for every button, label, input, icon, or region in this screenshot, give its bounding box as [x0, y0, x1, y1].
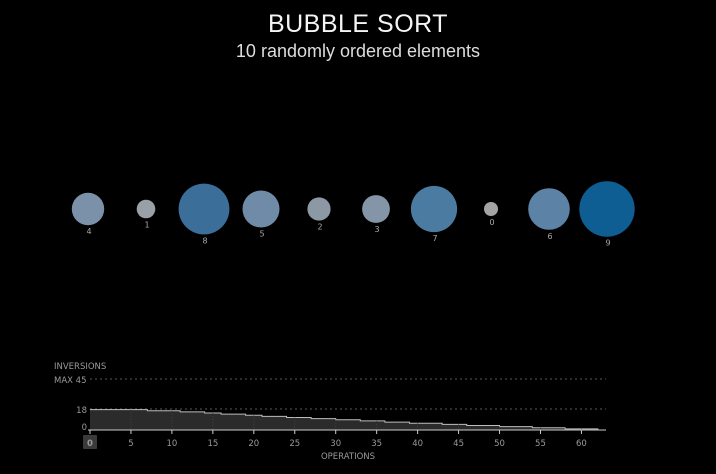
- element-circle-6: [528, 188, 570, 230]
- element-label: 2: [317, 223, 322, 232]
- element-label: 5: [259, 230, 264, 239]
- element-circle-7: [410, 185, 458, 233]
- inversions-chart: INVERSIONS MAX 45 18 0 0 5 10 15 20 25 30 35 40 4…: [54, 362, 606, 462]
- x-tick-label: 50: [494, 439, 505, 449]
- current-inversions-label: 18: [76, 406, 87, 416]
- element-label: 7: [432, 234, 437, 243]
- x-tick-label: 15: [207, 439, 218, 449]
- x-axis-ticks: 0 5 10 15 20 25 30 35 40 45 50 55 60: [87, 430, 587, 449]
- page-subtitle: 10 randomly ordered elements: [235, 41, 481, 61]
- element-circles: 4 1 8 5 2 3 7 0 6 9: [71, 181, 635, 248]
- element-circle-2: [307, 197, 331, 221]
- element-circle-0: [484, 202, 498, 216]
- element-circle-4: [71, 192, 105, 226]
- x-tick-label: 30: [330, 439, 341, 449]
- x-tick-label: 0: [87, 439, 93, 449]
- element-circle-5: [242, 190, 280, 228]
- element-label: 4: [86, 227, 91, 236]
- element-label: 3: [374, 225, 379, 234]
- inversions-axis-label: INVERSIONS: [54, 362, 106, 372]
- page-title: BUBBLE SORT: [267, 10, 449, 38]
- element-label: 9: [605, 239, 610, 248]
- x-tick-label: 45: [453, 439, 464, 449]
- x-tick-label: 25: [289, 439, 300, 449]
- current-operation-marker: [83, 435, 97, 449]
- element-circle-1: [136, 199, 156, 219]
- x-tick-label: 5: [128, 439, 133, 449]
- zero-inversions-label: 0: [82, 423, 87, 433]
- inversions-area: [90, 409, 606, 431]
- element-label: 8: [202, 236, 207, 245]
- x-tick-label: 40: [412, 439, 423, 449]
- element-circle-3: [362, 195, 390, 223]
- element-circle-8: [178, 183, 230, 235]
- x-tick-label: 55: [535, 439, 546, 449]
- x-tick-label: 60: [576, 439, 587, 449]
- element-label: 0: [489, 218, 494, 227]
- x-tick-label: 20: [248, 439, 259, 449]
- max-inversions-label: MAX 45: [54, 376, 87, 386]
- inversions-line: [90, 409, 606, 431]
- element-label: 1: [144, 220, 149, 229]
- x-tick-label: 10: [166, 439, 177, 449]
- x-tick-label: 35: [371, 439, 382, 449]
- element-label: 6: [547, 232, 552, 241]
- element-circle-9: [579, 181, 635, 237]
- operations-axis-label: OPERATIONS: [321, 452, 375, 462]
